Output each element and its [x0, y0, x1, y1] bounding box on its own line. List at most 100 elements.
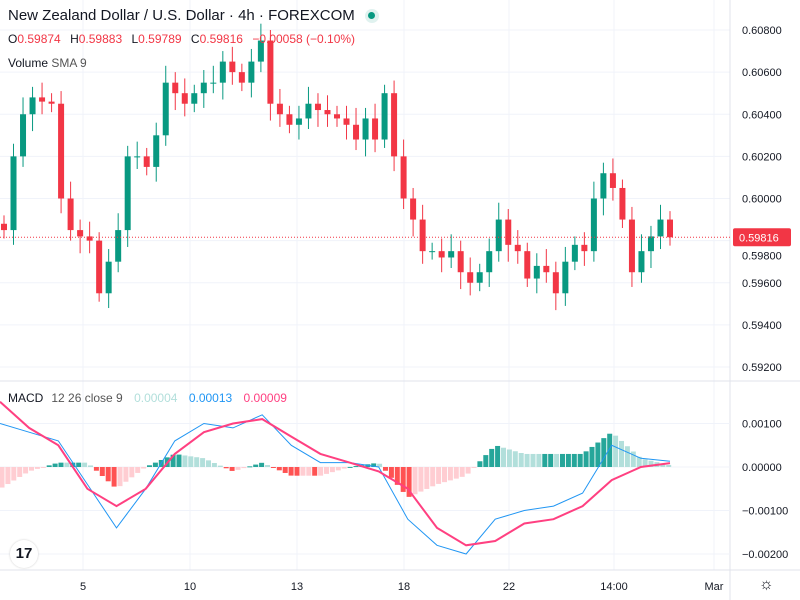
candle-body	[67, 198, 74, 231]
macd-histogram-bar	[595, 442, 601, 467]
tradingview-logo[interactable]: 17	[10, 540, 38, 568]
macd-histogram-bar	[347, 466, 353, 468]
candle-body	[305, 103, 312, 119]
macd-histogram-bar	[383, 467, 388, 471]
candle-body	[543, 265, 550, 273]
macd-histogram-bar	[318, 467, 324, 476]
macd-histogram-bar	[630, 451, 636, 467]
macd-histogram-bar	[400, 467, 406, 492]
macd-histogram-bar	[418, 467, 424, 492]
macd-histogram-bar	[123, 467, 129, 482]
candle-body	[372, 118, 379, 140]
macd-histogram-bar	[524, 453, 530, 467]
macd-line	[0, 414, 671, 555]
candle-body	[600, 173, 607, 199]
macd-histogram-bar	[5, 467, 11, 485]
macd-histogram-bar	[583, 451, 589, 467]
candle-body	[162, 82, 169, 136]
macd-histogram-bar	[152, 462, 158, 467]
price-tick-label: 0.59600	[742, 278, 782, 290]
macd-histogram-bar	[182, 455, 188, 467]
macd-histogram-bar	[412, 467, 418, 495]
candle-body	[457, 251, 464, 273]
macd-histogram-bar	[300, 467, 306, 476]
macd-histogram-bar	[282, 467, 288, 473]
time-tick-label: Mar	[705, 581, 724, 593]
macd-histogram-bar	[542, 453, 548, 467]
macd-histogram-bar	[430, 467, 436, 487]
macd-histogram-bar	[560, 453, 565, 467]
candle-body	[562, 261, 569, 294]
macd-params: 12 26 close 9	[51, 391, 123, 405]
macd-histogram-bar	[265, 465, 270, 467]
market-status-icon	[364, 8, 379, 23]
candle-body	[134, 156, 141, 158]
candle-body	[667, 219, 673, 238]
macd-histogram-bar	[111, 467, 117, 487]
macd-histogram-bar	[565, 453, 571, 467]
macd-histogram-bar	[229, 467, 235, 471]
signal-line	[0, 401, 671, 547]
macd-histogram-bar	[530, 453, 536, 467]
macd-histogram-bar	[577, 453, 583, 467]
macd-histogram-bar	[82, 462, 88, 467]
macd-histogram-bar	[453, 467, 459, 479]
macd-tick-label: −0.00100	[742, 506, 788, 518]
candle-body	[200, 82, 207, 94]
macd-histogram-bar	[17, 467, 23, 477]
volume-legend[interactable]: Volume SMA 9	[8, 56, 87, 70]
candle-body	[609, 173, 616, 188]
macd-histogram-bar	[276, 467, 282, 471]
macd-histogram-bar	[495, 445, 501, 467]
macd-histogram-bar	[447, 467, 453, 481]
chart-header: New Zealand Dollar / U.S. Dollar · 4h · …	[8, 7, 379, 24]
macd-histogram-bar	[76, 462, 82, 467]
candle-body	[29, 97, 36, 115]
candle-body	[638, 251, 645, 273]
settings-gear-icon[interactable]: ☼	[759, 576, 774, 593]
ohlc-legend: O0.59874 H0.59883 L0.59789 C0.59816 −0.0…	[8, 32, 361, 46]
candle-body	[105, 261, 112, 294]
macd-histogram-bar	[52, 463, 58, 467]
close-value: 0.59816	[199, 32, 243, 46]
price-tick-label: 0.60000	[742, 194, 782, 206]
macd-histogram-bar	[554, 453, 560, 467]
time-tick-label: 5	[80, 581, 86, 593]
price-tick-label: 0.59800	[742, 250, 782, 262]
candle-body	[286, 114, 293, 125]
macd-histogram-bar	[70, 462, 76, 467]
symbol-title[interactable]: New Zealand Dollar / U.S. Dollar · 4h · …	[8, 7, 355, 24]
candle-body	[181, 93, 188, 104]
candle-body	[153, 135, 160, 167]
candle-body	[581, 244, 588, 252]
macd-histogram-bar	[241, 467, 247, 469]
macd-histogram-bar	[306, 467, 312, 476]
candle-body	[533, 265, 540, 279]
macd-histogram-bar	[548, 453, 554, 467]
macd-histogram-bar	[200, 458, 206, 467]
candle-body	[647, 236, 654, 252]
candle-body	[143, 156, 150, 167]
macd-histogram-bar	[636, 456, 642, 467]
candle-body	[334, 114, 340, 119]
candle-body	[238, 72, 245, 83]
macd-tick-label: 0.00000	[742, 462, 782, 474]
macd-histogram-bar	[477, 461, 483, 467]
last-price-badge	[733, 228, 791, 247]
macd-histogram-bar	[648, 460, 654, 467]
macd-histogram-bar	[666, 464, 672, 467]
macd-histogram-bar	[288, 467, 294, 476]
macd-histogram-bar	[601, 438, 607, 467]
macd-histogram-bar	[465, 467, 471, 474]
time-tick-label: 14:00	[600, 581, 628, 593]
candle-body	[77, 230, 84, 237]
macd-histogram-bar	[11, 467, 17, 481]
macd-legend[interactable]: MACD 12 26 close 9 0.00004 0.00013 0.0000…	[8, 391, 295, 405]
macd-histogram-bar	[371, 463, 377, 467]
macd-histogram-bar	[194, 457, 200, 467]
candle-body	[391, 93, 398, 157]
macd-histogram-bar	[99, 467, 105, 477]
candle-body	[86, 236, 93, 241]
macd-histogram-bar	[613, 435, 619, 467]
